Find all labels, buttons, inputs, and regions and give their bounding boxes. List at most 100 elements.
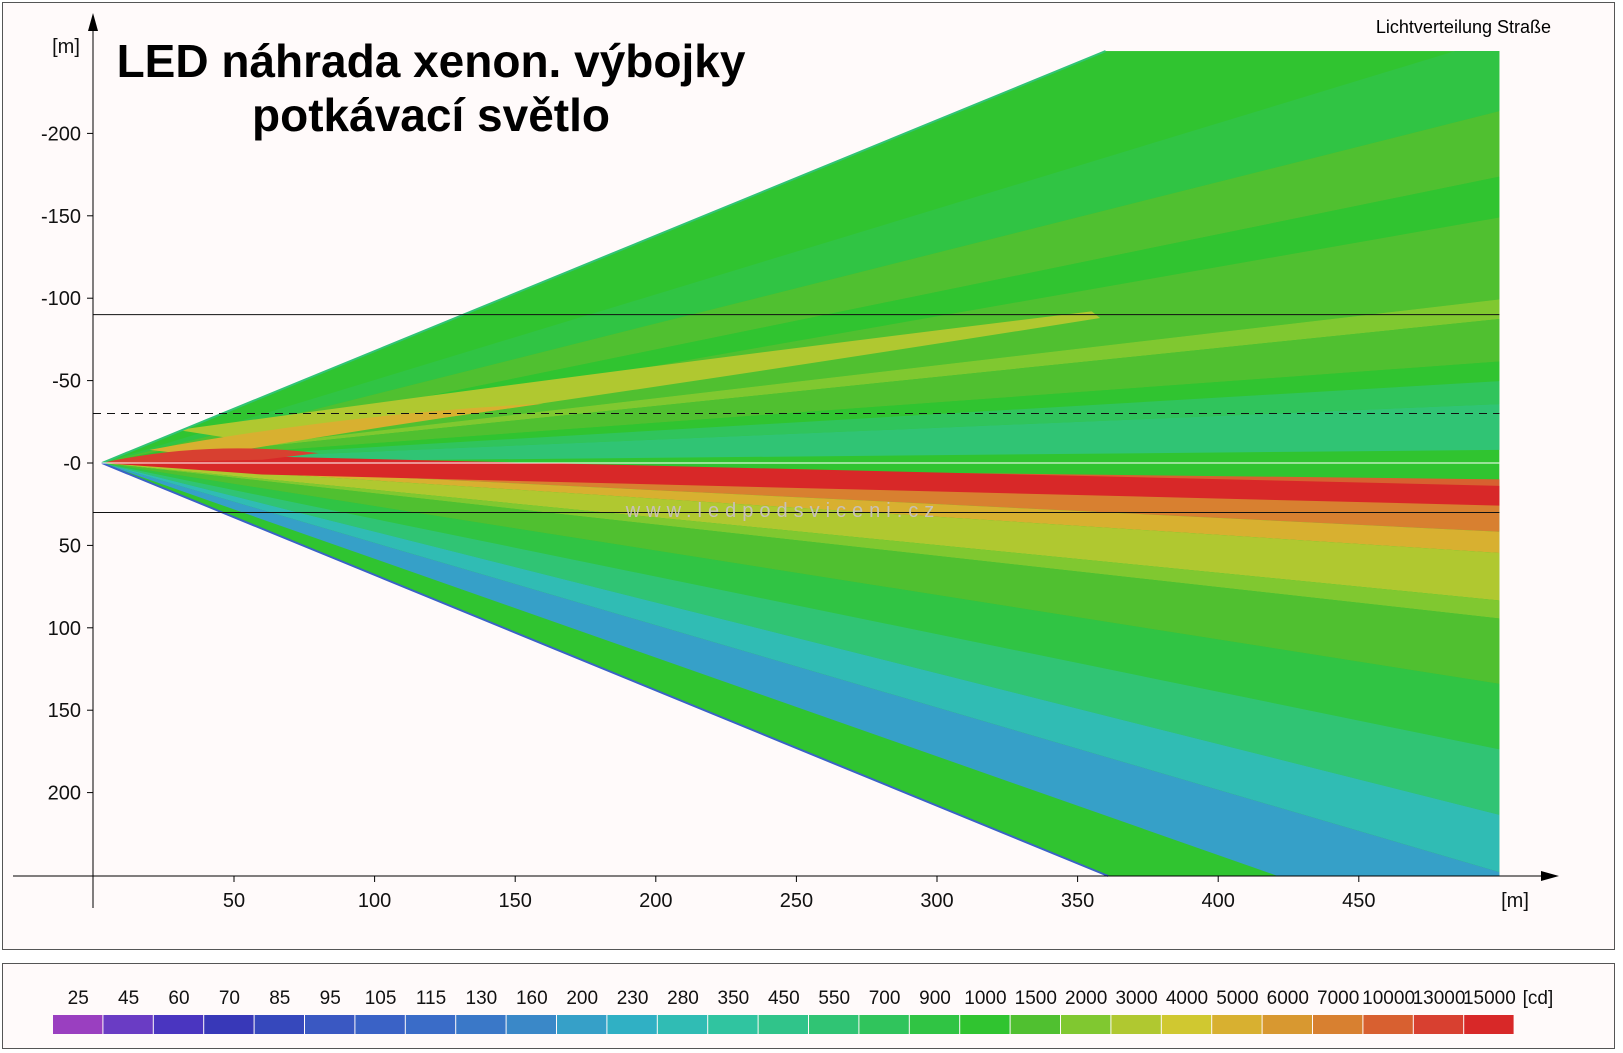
legend-label: 4000: [1166, 988, 1208, 1009]
x-tick-label: 250: [780, 890, 813, 912]
legend-swatches: [53, 1015, 1514, 1034]
band-lower-6: [101, 463, 1500, 752]
legend-label: 115: [416, 988, 446, 1009]
band-core-red: [101, 456, 1500, 506]
band-lower-9: [101, 463, 1500, 876]
legend-label: 2000: [1065, 988, 1107, 1009]
legend-swatch: [607, 1015, 657, 1034]
legend-label: 1000: [964, 988, 1006, 1009]
band-upper-tongue: [177, 311, 1101, 444]
legend-label: 3000: [1115, 988, 1157, 1009]
band-upper-9: [101, 403, 1500, 463]
legend-label: 5000: [1216, 988, 1258, 1009]
y-tick-label: -150: [41, 206, 81, 228]
band-lower-4: [101, 463, 1500, 620]
legend-swatch: [506, 1015, 556, 1034]
x-tick-label: 450: [1342, 890, 1375, 912]
legend-swatch: [657, 1015, 708, 1034]
legend-label: 550: [818, 988, 850, 1009]
legend-label: 450: [768, 988, 800, 1009]
y-tick-label: -50: [52, 371, 81, 393]
legend-swatch: [405, 1015, 456, 1034]
legend-swatch: [1212, 1015, 1262, 1034]
band-upper-7: [101, 360, 1500, 463]
y-tick-label: -200: [41, 123, 81, 145]
band-lower-5: [101, 463, 1500, 686]
legend-swatch: [456, 1015, 506, 1034]
band-upper-6: [101, 317, 1500, 463]
legend-swatch: [1010, 1015, 1060, 1034]
reference-lines: [93, 314, 1500, 513]
band-upper-warm: [149, 403, 544, 457]
x-tick-label: 400: [1202, 890, 1235, 912]
legend-label: 70: [219, 988, 240, 1009]
beam-edge-top: [101, 50, 1106, 464]
legend-label: 25: [68, 988, 89, 1009]
legend-swatch: [809, 1015, 859, 1034]
band-lower-2: [101, 463, 1500, 554]
legend-swatch: [859, 1015, 909, 1034]
y-axis-arrow-icon: [88, 13, 98, 31]
x-tick-label: 100: [358, 890, 391, 912]
x-tick-label: 200: [639, 890, 672, 912]
y-tick-label: 200: [48, 783, 81, 805]
legend-label: 10000: [1362, 988, 1415, 1009]
legend-swatch: [103, 1015, 153, 1034]
legend-unit: [cd]: [1523, 988, 1554, 1009]
legend-swatch: [1464, 1015, 1514, 1034]
y-axis-unit: [m]: [52, 36, 80, 58]
chart-panel: 50 100 150 200 250 300 350 400 450 -200 -150 -100 -5…: [2, 2, 1615, 950]
legend-swatch: [758, 1015, 808, 1034]
band-upper-2: [101, 108, 1500, 463]
legend-label: 6000: [1267, 988, 1309, 1009]
legend-swatch: [153, 1015, 204, 1034]
y-tick-label: -100: [41, 288, 81, 310]
tick-labels: 50 100 150 200 250 300 350 400 450 -200 -150 -100 -5…: [41, 123, 1376, 912]
beam-edge-bottom: [101, 462, 1109, 877]
legend-swatch: [960, 1015, 1010, 1034]
light-distribution-plot: 50 100 150 200 250 300 350 400 450 -200 -150 -100 -5…: [13, 13, 1559, 912]
legend-labels: 25 45 60 70 85 95 105 115 130 160 200 230 280 350 450 5…: [68, 988, 1516, 1009]
legend-swatch: [1413, 1015, 1464, 1034]
legend-swatch: [708, 1015, 758, 1034]
legend-swatch: [355, 1015, 405, 1034]
legend-swatch: [909, 1015, 960, 1034]
y-tick-label: 50: [59, 535, 81, 557]
watermark: www.ledpodsviceni.cz: [625, 500, 941, 522]
band-lower-7: [101, 463, 1500, 818]
x-axis-unit: [m]: [1501, 890, 1529, 912]
legend-swatch: [1363, 1015, 1413, 1034]
axes: [13, 13, 1559, 908]
band-upper-5: [101, 298, 1500, 463]
legend-swatch: [1161, 1015, 1212, 1034]
legend-swatch: [305, 1015, 355, 1034]
legend-label: 280: [667, 988, 699, 1009]
color-legend-scale: 25 45 60 70 85 95 105 115 130 160 200 230 280 350 450 5…: [53, 988, 1554, 1034]
legend-label: 700: [869, 988, 901, 1009]
band-upper-8: [101, 380, 1500, 463]
legend-label: 160: [516, 988, 548, 1009]
x-tick-label: 300: [920, 890, 953, 912]
legend-swatch: [1111, 1015, 1161, 1034]
legend-swatch: [557, 1015, 607, 1034]
chart-title-line-2: potkávací světlo: [252, 89, 610, 141]
band-upper-3: [101, 174, 1500, 463]
x-tick-label: 50: [223, 890, 245, 912]
band-upper-1: [101, 51, 1500, 463]
band-lower-1: [101, 463, 1500, 533]
y-tick-label: 100: [48, 618, 81, 640]
band-lower-3: [101, 463, 1500, 602]
legend-label: 900: [919, 988, 951, 1009]
legend-label: 1500: [1015, 988, 1057, 1009]
legend-label: 230: [617, 988, 649, 1009]
legend-swatch: [254, 1015, 304, 1034]
legend-swatch: [1262, 1015, 1312, 1034]
legend-label: 85: [269, 988, 290, 1009]
x-tick-label: 150: [499, 890, 532, 912]
legend-swatch: [1061, 1015, 1111, 1034]
y-tick-label: -0: [63, 453, 81, 475]
chart-subtitle: Lichtverteilung Straße: [1376, 17, 1551, 37]
illuminance-field: [101, 51, 1500, 876]
chart-title-line-1: LED náhrada xenon. výbojky: [117, 35, 746, 87]
legend-label: 95: [320, 988, 341, 1009]
